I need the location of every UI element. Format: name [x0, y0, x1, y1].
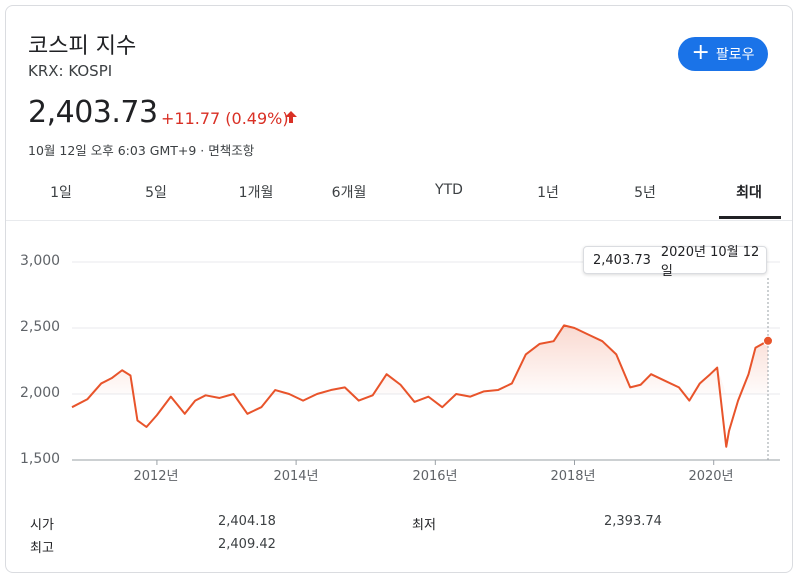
- price-change: +11.77 (0.49%): [161, 109, 289, 128]
- arrow-up-icon: [285, 111, 297, 123]
- stock-title: 코스피 지수: [28, 34, 137, 59]
- stat-value-high: 2,409.42: [218, 537, 276, 552]
- stat-value-low: 2,393.74: [604, 514, 662, 529]
- x-tick-2016: 2016년: [412, 469, 458, 484]
- y-tick-3000: 3,000: [20, 253, 61, 269]
- ticker-symbol: KRX: KOSPI: [28, 62, 113, 80]
- tab-5y[interactable]: 5년: [634, 185, 656, 201]
- stat-label-open: 시가: [30, 518, 54, 533]
- tab-6m[interactable]: 6개월: [331, 185, 367, 201]
- price-line: [71, 324, 769, 448]
- y-tick-2500: 2,500: [20, 319, 61, 335]
- y-tick-1500: 1,500: [20, 451, 61, 467]
- x-tick-2012: 2012년: [133, 469, 179, 484]
- stat-label-high: 최고: [30, 541, 54, 556]
- tab-1m[interactable]: 1개월: [238, 185, 274, 201]
- stat-value-open: 2,404.18: [218, 514, 276, 529]
- x-tick-2020: 2020년: [688, 469, 734, 484]
- tooltip-value: 2,403.73: [593, 252, 651, 268]
- follow-label: 팔로우: [715, 47, 755, 63]
- timestamp-disclaimer: 10월 12일 오후 6:03 GMT+9 · 면책조항: [28, 143, 255, 158]
- tab-1y[interactable]: 1년: [537, 185, 559, 201]
- active-tab-indicator: [719, 216, 781, 219]
- tooltip-date: 2020년 10월 12일: [660, 245, 760, 279]
- tab-max[interactable]: 최대: [736, 185, 762, 201]
- price-area: [72, 325, 768, 394]
- tab-1d[interactable]: 1일: [50, 185, 72, 201]
- chart-tooltip: 2,403.73 2020년 10월 12일: [583, 245, 767, 279]
- hover-point: [763, 335, 773, 346]
- follow-button[interactable]: + 팔로우: [678, 37, 768, 71]
- stat-label-low: 최저: [412, 518, 436, 533]
- tab-ytd[interactable]: YTD: [435, 182, 463, 198]
- current-price: 2,403.73: [28, 95, 158, 130]
- range-tabs: 1일 5일 1개월 6개월 YTD 1년 5년 최대: [6, 172, 792, 221]
- stock-card: 코스피 지수 KRX: KOSPI + 팔로우 2,403.73 +11.77 …: [5, 5, 793, 573]
- tab-5d[interactable]: 5일: [145, 185, 167, 201]
- x-tick-2014: 2014년: [273, 469, 319, 484]
- x-tick-2018: 2018년: [550, 469, 596, 484]
- plus-icon: +: [691, 40, 710, 65]
- y-tick-2000: 2,000: [20, 385, 61, 401]
